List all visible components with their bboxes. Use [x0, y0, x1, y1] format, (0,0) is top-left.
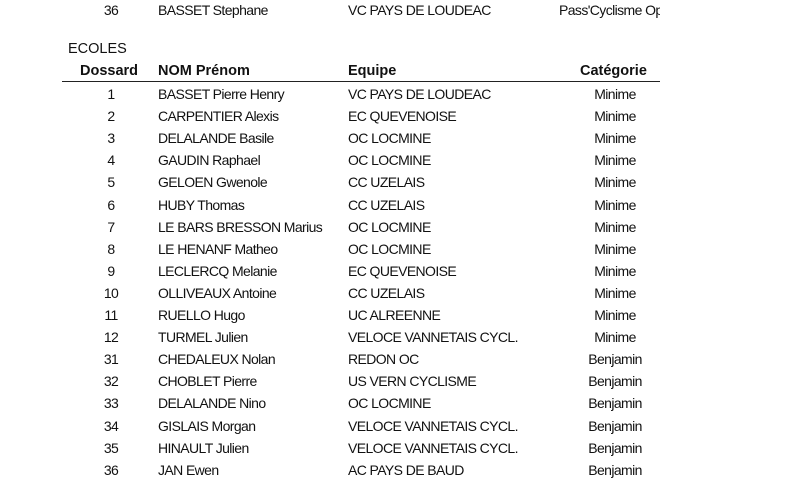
header-categorie: Catégorie — [580, 63, 647, 79]
cell-categorie: Minime — [594, 329, 636, 346]
cell-dossard: 2 — [107, 108, 115, 125]
cell-equipe: US VERN CYCLISME — [348, 373, 477, 390]
cell-categorie: Benjamin — [588, 351, 642, 368]
header-equipe: Equipe — [348, 63, 397, 79]
cell-nom: LECLERCQ Melanie — [158, 262, 277, 279]
cell-categorie: Minime — [594, 130, 636, 147]
cell-equipe: VELOCE VANNETAIS CYCL. — [348, 439, 518, 456]
cell-nom: RUELLO Hugo — [158, 307, 245, 323]
cell-equipe: VELOCE VANNETAIS CYCL. — [348, 417, 518, 434]
cell-equipe: OC LOCMINE — [348, 130, 431, 147]
cell-categorie: Minime — [594, 240, 636, 257]
cell-nom: LE BARS BRESSON Marius — [158, 218, 323, 235]
cell-nom: DELALANDE Nino — [158, 395, 266, 412]
cell-equipe: EC QUEVENOISE — [348, 262, 457, 279]
cell-equipe: VELOCE VANNETAIS CYCL. — [348, 329, 518, 346]
cell-dossard: 12 — [103, 329, 119, 346]
cell-equipe: OC LOCMINE — [348, 152, 431, 169]
cell-categorie: Minime — [594, 152, 636, 169]
header-nom: NOM Prénom — [158, 63, 250, 79]
cell-nom: HINAULT Julien — [158, 439, 249, 456]
cell-nom: CARPENTIER Alexis — [158, 108, 279, 125]
prev-categorie: Pass'Cyclisme Open — [560, 2, 660, 18]
cell-equipe: EC QUEVENOISE — [348, 108, 457, 125]
cell-dossard: 4 — [107, 152, 115, 169]
cell-dossard: 35 — [103, 439, 119, 456]
cell-categorie: Benjamin — [588, 373, 642, 390]
cell-dossard: 31 — [103, 351, 119, 368]
cell-dossard: 7 — [107, 218, 115, 235]
cell-equipe: REDON OC — [348, 351, 419, 368]
cell-categorie: Minime — [594, 86, 636, 102]
cell-nom: GISLAIS Morgan — [158, 417, 256, 434]
cell-equipe: CC UZELAIS — [348, 284, 425, 301]
cell-equipe: OC LOCMINE — [348, 395, 431, 412]
cell-equipe: OC LOCMINE — [348, 240, 431, 257]
cell-dossard: 33 — [103, 395, 119, 412]
cell-nom: JAN Ewen — [158, 461, 219, 478]
prev-nom: BASSET Stephane — [158, 2, 268, 18]
cell-dossard: 36 — [103, 461, 119, 478]
cell-categorie: Minime — [594, 262, 636, 279]
cell-equipe: CC UZELAIS — [348, 196, 425, 213]
cell-equipe: UC ALREENNE — [348, 307, 441, 323]
cell-nom: BASSET Pierre Henry — [158, 86, 285, 102]
cell-dossard: 1 — [107, 86, 115, 102]
cell-dossard: 8 — [107, 240, 115, 257]
cell-nom: CHOBLET Pierre — [158, 373, 257, 390]
cell-dossard: 11 — [104, 307, 118, 323]
prev-equipe: VC PAYS DE LOUDEAC — [348, 2, 491, 18]
cell-equipe: AC PAYS DE BAUD — [348, 461, 464, 478]
cell-categorie: Minime — [594, 307, 636, 323]
cell-dossard: 34 — [103, 417, 119, 434]
cell-nom: GELOEN Gwenole — [158, 174, 268, 191]
cell-nom: TURMEL Julien — [158, 329, 248, 346]
cell-categorie: Minime — [594, 174, 636, 191]
cell-categorie: Benjamin — [588, 461, 642, 478]
cell-categorie: Minime — [594, 108, 636, 125]
cell-categorie: Benjamin — [588, 439, 642, 456]
cell-dossard: 32 — [103, 373, 119, 390]
cell-nom: CHEDALEUX Nolan — [158, 351, 276, 368]
cell-nom: DELALANDE Basile — [158, 130, 274, 147]
cell-equipe: OC LOCMINE — [348, 218, 431, 235]
cell-dossard: 10 — [103, 284, 119, 301]
cell-categorie: Minime — [594, 218, 636, 235]
cell-nom: HUBY Thomas — [158, 196, 245, 213]
prev-dossard: 36 — [103, 2, 119, 18]
cell-nom: LE HENANF Matheo — [158, 240, 278, 257]
cell-equipe: CC UZELAIS — [348, 174, 425, 191]
cell-equipe: VC PAYS DE LOUDEAC — [348, 86, 491, 102]
cell-dossard: 3 — [107, 130, 115, 147]
cell-categorie: Minime — [594, 196, 636, 213]
cell-categorie: Benjamin — [588, 395, 642, 412]
cell-categorie: Benjamin — [588, 417, 642, 434]
header-dossard: Dossard — [80, 63, 139, 79]
cell-nom: OLLIVEAUX Antoine — [158, 284, 277, 301]
cell-nom: GAUDIN Raphael — [158, 152, 261, 169]
cell-dossard: 9 — [107, 262, 115, 279]
section-title: ECOLES — [68, 41, 127, 57]
header-divider — [62, 81, 660, 82]
cell-categorie: Minime — [594, 284, 636, 301]
cell-dossard: 5 — [107, 174, 115, 191]
cell-dossard: 6 — [107, 196, 115, 213]
